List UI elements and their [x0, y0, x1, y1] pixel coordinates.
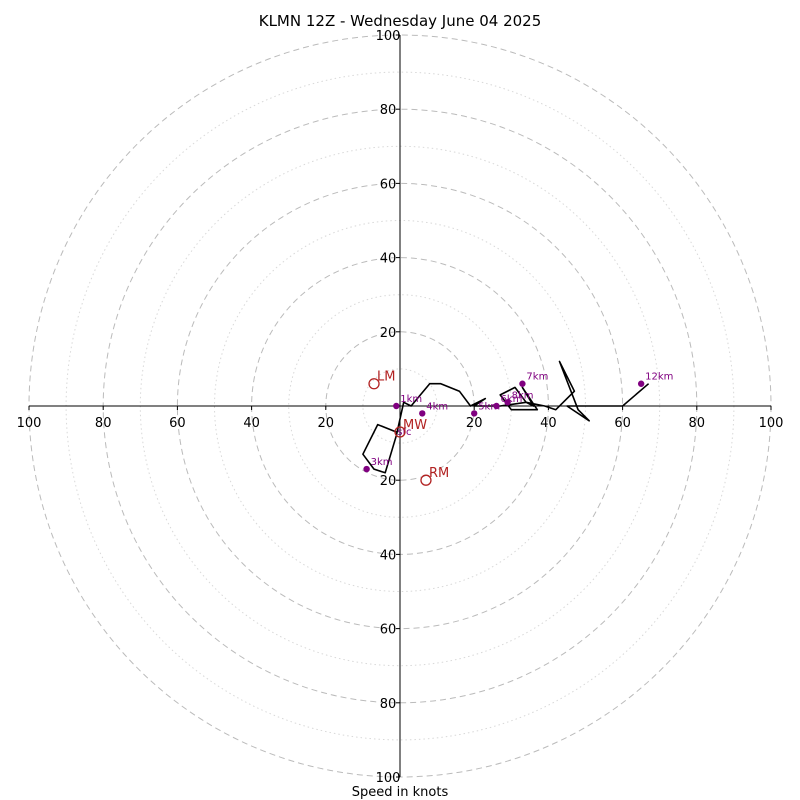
height-marker-label: 6km	[500, 394, 522, 405]
height-marker-dot	[504, 399, 511, 406]
x-tick-label: 100	[17, 416, 42, 431]
height-marker-dot	[637, 380, 645, 387]
storm-motion-markers: LM RM MW	[368, 370, 449, 486]
height-marker-label: 5km	[478, 401, 500, 412]
height-marker-label: 1km	[400, 394, 422, 405]
y-tick-label: 60	[380, 623, 397, 638]
y-tick-label: 80	[380, 103, 397, 118]
height-marker-dot	[493, 402, 500, 410]
axes	[29, 35, 771, 777]
height-marker-label: 12km	[645, 372, 673, 383]
height-marker-label: 3km	[371, 457, 393, 468]
height-marker-label: 8km	[512, 390, 534, 401]
height-marker-label: 7km	[526, 372, 548, 383]
y-tick-label: 100	[376, 29, 401, 44]
hodograph-line	[362, 360, 650, 474]
storm-motion-label: LM	[377, 370, 395, 385]
storm-motion-label: MW	[403, 418, 427, 433]
height-marker-dot	[363, 465, 370, 473]
y-tick-label: 20	[380, 474, 397, 489]
x-axis-label: Speed in knots	[352, 785, 449, 800]
storm-motion-circle	[368, 378, 380, 390]
y-tick-label: 60	[380, 177, 397, 192]
x-tick-label: 40	[243, 416, 260, 431]
chart-title: KLMN 12Z - Wednesday June 04 2025	[259, 12, 542, 30]
y-tick-label: 100	[376, 771, 401, 786]
height-marker-dot	[519, 380, 526, 387]
y-tick-label: 20	[380, 326, 397, 341]
height-marker-dot	[419, 410, 426, 417]
height-marker-dot	[471, 410, 478, 417]
storm-motion-label: RM	[429, 466, 449, 481]
x-tick-label: 20	[318, 416, 335, 431]
storm-motion-circle	[394, 426, 406, 438]
x-tick-label: 20	[466, 416, 483, 431]
height-marker-dot	[393, 402, 400, 410]
x-tick-label: 80	[689, 416, 706, 431]
x-tick-label: 40	[540, 416, 557, 431]
tick-labels: 100 80 60 40 20 20 40 60 80 100 100 80 60 40 20 20 40 60 8…	[17, 29, 784, 786]
x-tick-label: 80	[95, 416, 112, 431]
y-tick-label: 40	[380, 252, 397, 267]
wind-trace	[362, 360, 650, 474]
y-tick-label: 40	[380, 548, 397, 563]
x-tick-label: 100	[759, 416, 784, 431]
y-tick-label: 80	[380, 697, 397, 712]
x-tick-label: 60	[614, 416, 631, 431]
x-tick-label: 60	[169, 416, 186, 431]
storm-motion-circle	[420, 474, 432, 486]
height-marker-label: 4km	[426, 401, 448, 412]
